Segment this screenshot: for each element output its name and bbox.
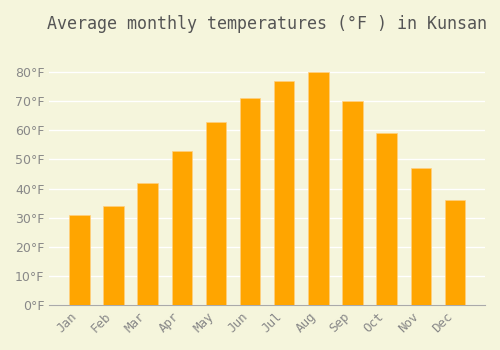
Bar — [274, 81, 294, 305]
Bar — [104, 206, 124, 305]
Bar — [206, 121, 226, 305]
Bar — [342, 101, 363, 305]
Bar — [376, 133, 397, 305]
Bar — [69, 215, 89, 305]
Bar — [240, 98, 260, 305]
Bar — [444, 200, 465, 305]
Bar — [138, 183, 158, 305]
Bar — [308, 72, 328, 305]
Title: Average monthly temperatures (°F ) in Kunsan: Average monthly temperatures (°F ) in Ku… — [47, 15, 487, 33]
Bar — [172, 150, 192, 305]
Bar — [410, 168, 431, 305]
